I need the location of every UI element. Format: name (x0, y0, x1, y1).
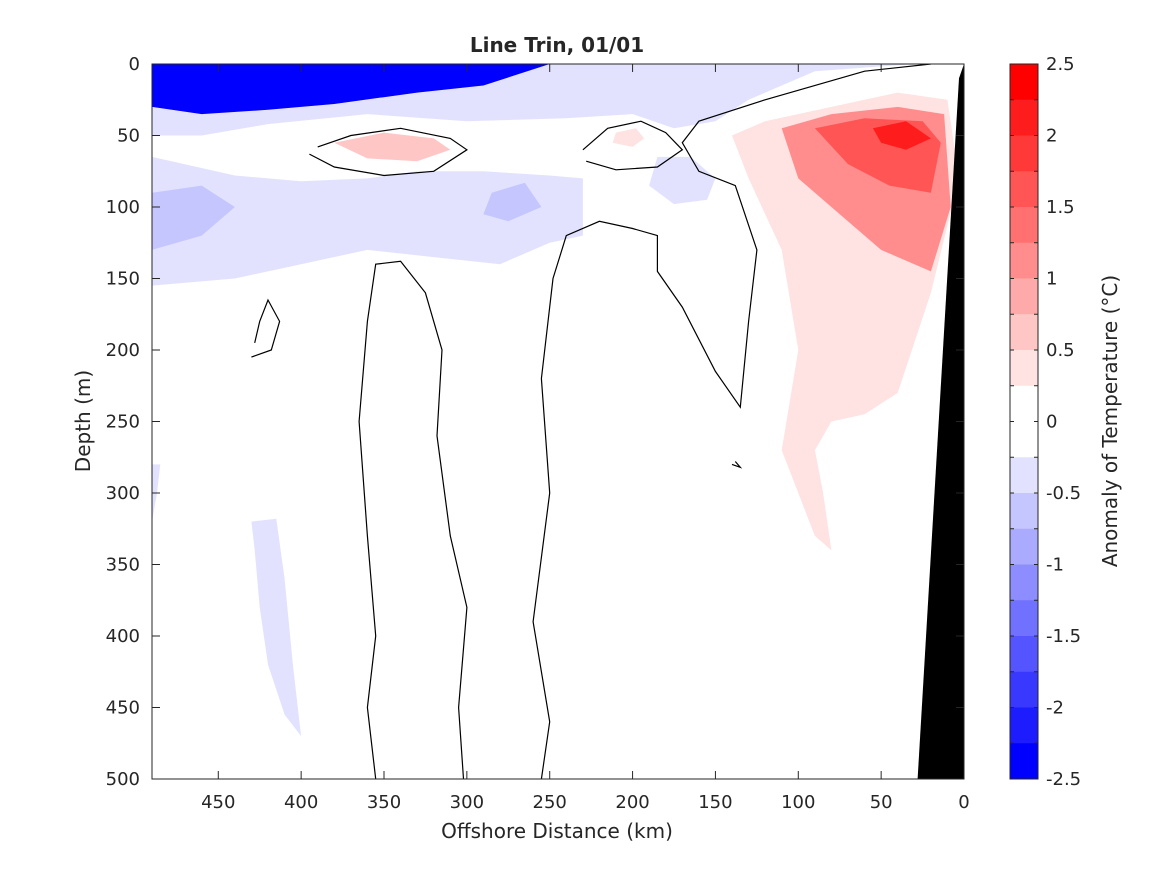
y-axis: 0 50 100 150 200 250 300 350 400 450 500 (106, 54, 964, 790)
y-axis-label: Depth (m) (71, 370, 95, 472)
seafloor (917, 64, 964, 779)
colorbar-tick-label: 1.5 (1046, 197, 1075, 218)
colorbar-tick-label: 2.5 (1046, 54, 1075, 75)
x-tick-label: 350 (367, 792, 401, 813)
colorbar-segment (1010, 743, 1038, 780)
plot-area (151, 63, 965, 780)
colorbar-segment (1010, 493, 1038, 530)
cold-band-100m (152, 156, 583, 286)
colorbar-segment (1010, 528, 1038, 565)
y-tick-label: 200 (106, 340, 140, 361)
cold-blob-180km (649, 156, 716, 205)
x-tick-label: 50 (870, 792, 893, 813)
x-tick-label: 450 (201, 792, 235, 813)
anomaly-fill-regions (152, 64, 959, 737)
colorbar-segment (1010, 135, 1038, 172)
x-axis: 450 400 350 300 250 200 150 100 50 0 (201, 64, 970, 813)
contour-a (309, 127, 468, 177)
colorbar-tick-label: -2.5 (1046, 769, 1081, 790)
contour-f (731, 461, 743, 469)
y-tick-label: 300 (106, 483, 140, 504)
y-tick-label: 0 (129, 54, 140, 75)
contour-d (358, 260, 468, 779)
colorbar-frame (1009, 63, 1039, 780)
colorbar-segment (1010, 314, 1038, 351)
cold-patch-deep-west (251, 518, 302, 737)
colorbar-tick-label: 0.5 (1046, 340, 1075, 361)
zero-contour-lines (251, 64, 931, 779)
colorbar-segment (1010, 457, 1038, 494)
cold-blob-west-100m (152, 185, 235, 250)
colorbar-segment (1010, 421, 1038, 458)
colorbar-segment (1010, 350, 1038, 387)
colorbar-segment (1010, 636, 1038, 673)
colorbar-segment (1010, 707, 1038, 744)
contour-b (582, 120, 684, 171)
x-tick-label: 250 (533, 792, 567, 813)
colorbar-tick-label: 2 (1046, 126, 1057, 147)
colorbar-segment (1010, 600, 1038, 637)
colorbar-tick-label: -1.5 (1046, 626, 1081, 647)
colorbar-segment (1010, 671, 1038, 708)
colorbar-segment (1010, 207, 1038, 244)
x-tick-label: 300 (450, 792, 484, 813)
x-tick-label: 400 (284, 792, 318, 813)
y-tick-label: 350 (106, 555, 140, 576)
colorbar-tick-label: -0.5 (1046, 483, 1081, 504)
title-text: Line Trin, 01/01 (470, 33, 644, 57)
chart-title: Line Trin, 01/01 (470, 33, 644, 57)
x-tick-label: 100 (781, 792, 815, 813)
contour-e (251, 298, 281, 358)
colorbar-label: Anomaly of Temperature (°C) (1098, 275, 1122, 567)
colorbar-segment (1010, 64, 1038, 101)
colorbar-segment (1010, 564, 1038, 601)
warm-blob-350km (334, 132, 451, 162)
colorbar-segment (1010, 99, 1038, 136)
colorbar-tick-label: -2 (1046, 698, 1064, 719)
x-tick-label: 150 (698, 792, 732, 813)
y-tick-label: 250 (106, 412, 140, 433)
x-tick-label: 200 (615, 792, 649, 813)
y-tick-label: 450 (106, 698, 140, 719)
surface-cold-core (152, 64, 550, 115)
colorbar: 2.5 2 1.5 1 0.5 0 -0.5 -1 -1.5 -2 -2.5 (1009, 54, 1081, 790)
colorbar-tick-label: -1 (1046, 555, 1064, 576)
y-tick-label: 400 (106, 626, 140, 647)
y-tick-label: 150 (106, 269, 140, 290)
y-tick-label: 100 (106, 197, 140, 218)
bathymetry-layer (917, 64, 964, 779)
cold-blob-270km (483, 182, 542, 222)
colorbar-tick-label: 1 (1046, 269, 1057, 290)
warm-core-2.0 (872, 121, 931, 150)
y-tick-label: 500 (106, 769, 140, 790)
colorbar-segment (1010, 242, 1038, 279)
contour-c (532, 64, 931, 779)
warm-blob-205km (612, 128, 645, 147)
colorbar-segment (1010, 171, 1038, 208)
x-axis-label: Offshore Distance (km) (441, 819, 673, 843)
y-tick-label: 50 (117, 126, 140, 147)
colorbar-segment (1010, 385, 1038, 422)
colorbar-tick-label: 0 (1046, 412, 1057, 433)
x-tick-label: 0 (958, 792, 969, 813)
colorbar-segment (1010, 278, 1038, 315)
